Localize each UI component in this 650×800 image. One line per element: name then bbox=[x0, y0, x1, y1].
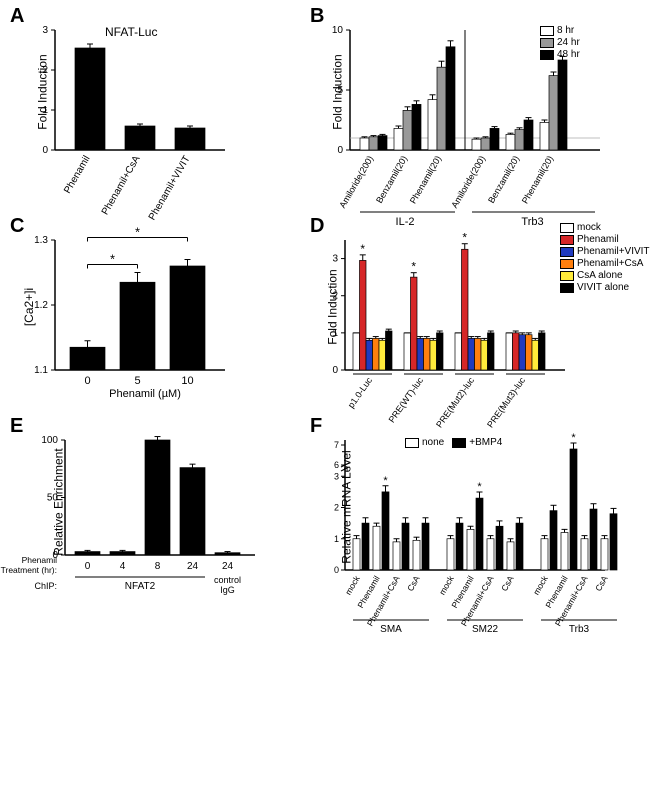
svg-text:*: * bbox=[135, 225, 140, 240]
panel-d-label: D bbox=[310, 215, 324, 238]
svg-text:0: 0 bbox=[42, 145, 48, 156]
svg-text:3: 3 bbox=[332, 254, 338, 265]
panel-b-ylabel: Fold Induction bbox=[331, 54, 345, 129]
panel-d-chart: Fold Induction mockPhenamilPhenamil+VIVI… bbox=[345, 240, 650, 375]
svg-text:*: * bbox=[411, 260, 416, 274]
panel-d-svg: 0123*p1.0-Luc*PRE(WT)-luc*PRE(Mut2)-lucP… bbox=[345, 240, 565, 370]
svg-text:3: 3 bbox=[42, 25, 48, 36]
svg-text:Phenamil(20): Phenamil(20) bbox=[408, 154, 443, 205]
panel-d-legend: mockPhenamilPhenamil+VIVITPhenamil+CsACs… bbox=[560, 222, 650, 294]
panel-c-label: C bbox=[10, 215, 24, 238]
svg-text:NFAT2: NFAT2 bbox=[125, 581, 156, 592]
panel-f-label: F bbox=[310, 415, 322, 438]
panel-c-chart: [Ca2+]i 1.11.21.30510** Phenamil (µM) bbox=[55, 240, 290, 375]
panel-b: B Fold Induction 8 hr24 hr48 hr 0510Amil… bbox=[310, 10, 650, 155]
svg-text:2: 2 bbox=[334, 503, 339, 513]
panel-e-chart: Relative Enrichment 0501000482424Phenami… bbox=[65, 440, 290, 560]
svg-text:Benzamil(20): Benzamil(20) bbox=[486, 154, 521, 205]
panel-f-chart: Relative mRNA Level none+BMP4 012367mock… bbox=[345, 440, 650, 575]
svg-text:*: * bbox=[477, 481, 482, 493]
svg-text:Amiloride(200): Amiloride(200) bbox=[337, 154, 375, 210]
svg-text:mock: mock bbox=[343, 573, 362, 596]
svg-text:*: * bbox=[110, 252, 115, 267]
svg-text:100: 100 bbox=[41, 435, 58, 446]
svg-text:24: 24 bbox=[222, 561, 234, 572]
panel-a-title: NFAT-Luc bbox=[105, 25, 157, 39]
panel-c: C [Ca2+]i 1.11.21.30510** Phenamil (µM) bbox=[10, 220, 290, 375]
panel-f-legend: none+BMP4 bbox=[405, 437, 510, 451]
svg-text:ChIP:: ChIP: bbox=[34, 581, 57, 591]
svg-text:PRE(WT)-luc: PRE(WT)-luc bbox=[387, 375, 426, 425]
svg-text:0: 0 bbox=[332, 365, 338, 376]
svg-text:4: 4 bbox=[120, 561, 126, 572]
svg-text:*: * bbox=[571, 432, 576, 444]
svg-text:24: 24 bbox=[187, 561, 199, 572]
svg-text:5: 5 bbox=[134, 375, 140, 387]
svg-text:IgG: IgG bbox=[220, 585, 235, 595]
panel-e: E Relative Enrichment 0501000482424Phena… bbox=[10, 420, 290, 575]
svg-text:0: 0 bbox=[84, 375, 90, 387]
panel-a-ylabel: Fold Induction bbox=[36, 54, 50, 129]
svg-text:mock: mock bbox=[437, 573, 456, 596]
svg-text:Amiloride(200): Amiloride(200) bbox=[449, 154, 487, 210]
panel-d: D Fold Induction mockPhenamilPhenamil+VI… bbox=[310, 220, 650, 375]
svg-text:8: 8 bbox=[155, 561, 161, 572]
figure-grid: A Fold Induction NFAT-Luc 0123PhenamilPh… bbox=[10, 10, 640, 575]
panel-c-xlabel: Phenamil (µM) bbox=[85, 388, 205, 400]
panel-b-label: B bbox=[310, 5, 324, 28]
svg-text:Phenamil+VIVIT: Phenamil+VIVIT bbox=[147, 154, 193, 222]
svg-text:Benzamil(20): Benzamil(20) bbox=[374, 154, 409, 205]
svg-text:0: 0 bbox=[334, 565, 339, 575]
svg-text:SM22: SM22 bbox=[472, 624, 499, 635]
svg-text:1.3: 1.3 bbox=[34, 235, 48, 246]
svg-text:0: 0 bbox=[85, 561, 91, 572]
panel-e-ylabel: Relative Enrichment bbox=[52, 448, 66, 555]
svg-text:1: 1 bbox=[334, 534, 339, 544]
panel-b-legend: 8 hr24 hr48 hr bbox=[540, 25, 580, 61]
svg-text:mock: mock bbox=[531, 573, 550, 596]
panel-f-svg: 012367mockPhenamilPhenamil+CsACsASMA*moc… bbox=[345, 440, 605, 570]
panel-a-svg: 0123PhenamilPhenamil+CsAPhenamil+VIVIT bbox=[55, 30, 225, 150]
svg-text:CsA: CsA bbox=[499, 574, 516, 593]
svg-text:Trb3: Trb3 bbox=[569, 624, 590, 635]
svg-text:Phenamil: Phenamil bbox=[22, 555, 58, 565]
panel-e-svg: 0501000482424PhenamilTreatment (hr):ChIP… bbox=[65, 440, 255, 555]
svg-text:CsA: CsA bbox=[405, 574, 422, 593]
panel-a: A Fold Induction NFAT-Luc 0123PhenamilPh… bbox=[10, 10, 290, 155]
svg-text:control: control bbox=[214, 575, 241, 585]
svg-text:CsA: CsA bbox=[593, 574, 610, 593]
svg-text:10: 10 bbox=[332, 25, 344, 36]
panel-c-ylabel: [Ca2+]i bbox=[22, 288, 36, 326]
svg-text:p1.0-Luc: p1.0-Luc bbox=[346, 375, 375, 410]
panel-a-label: A bbox=[10, 5, 24, 28]
svg-text:Treatment (hr):: Treatment (hr): bbox=[1, 565, 57, 575]
svg-text:6: 6 bbox=[334, 460, 339, 470]
svg-text:*: * bbox=[383, 475, 388, 487]
panel-d-ylabel: Fold Induction bbox=[326, 269, 340, 344]
panel-f-ylabel: Relative mRNA Level bbox=[340, 450, 354, 563]
svg-text:*: * bbox=[360, 242, 365, 256]
svg-text:10: 10 bbox=[181, 375, 193, 387]
panel-e-label: E bbox=[10, 415, 23, 438]
svg-text:0: 0 bbox=[337, 145, 343, 156]
svg-text:Phenamil: Phenamil bbox=[62, 154, 92, 196]
svg-text:SMA: SMA bbox=[380, 624, 402, 635]
panel-b-chart: Fold Induction 8 hr24 hr48 hr 0510Amilor… bbox=[350, 30, 650, 155]
svg-text:1.2: 1.2 bbox=[34, 300, 48, 311]
panel-f: F Relative mRNA Level none+BMP4 012367mo… bbox=[310, 420, 650, 575]
svg-text:Phenamil+CsA: Phenamil+CsA bbox=[100, 154, 143, 217]
svg-text:7: 7 bbox=[334, 440, 339, 450]
svg-text:Phenamil(20): Phenamil(20) bbox=[520, 154, 555, 205]
svg-text:*: * bbox=[462, 231, 467, 245]
svg-text:1.1: 1.1 bbox=[34, 365, 48, 376]
panel-a-chart: Fold Induction NFAT-Luc 0123PhenamilPhen… bbox=[55, 30, 290, 155]
svg-text:3: 3 bbox=[334, 471, 339, 481]
panel-c-svg: 1.11.21.30510** bbox=[55, 240, 225, 370]
